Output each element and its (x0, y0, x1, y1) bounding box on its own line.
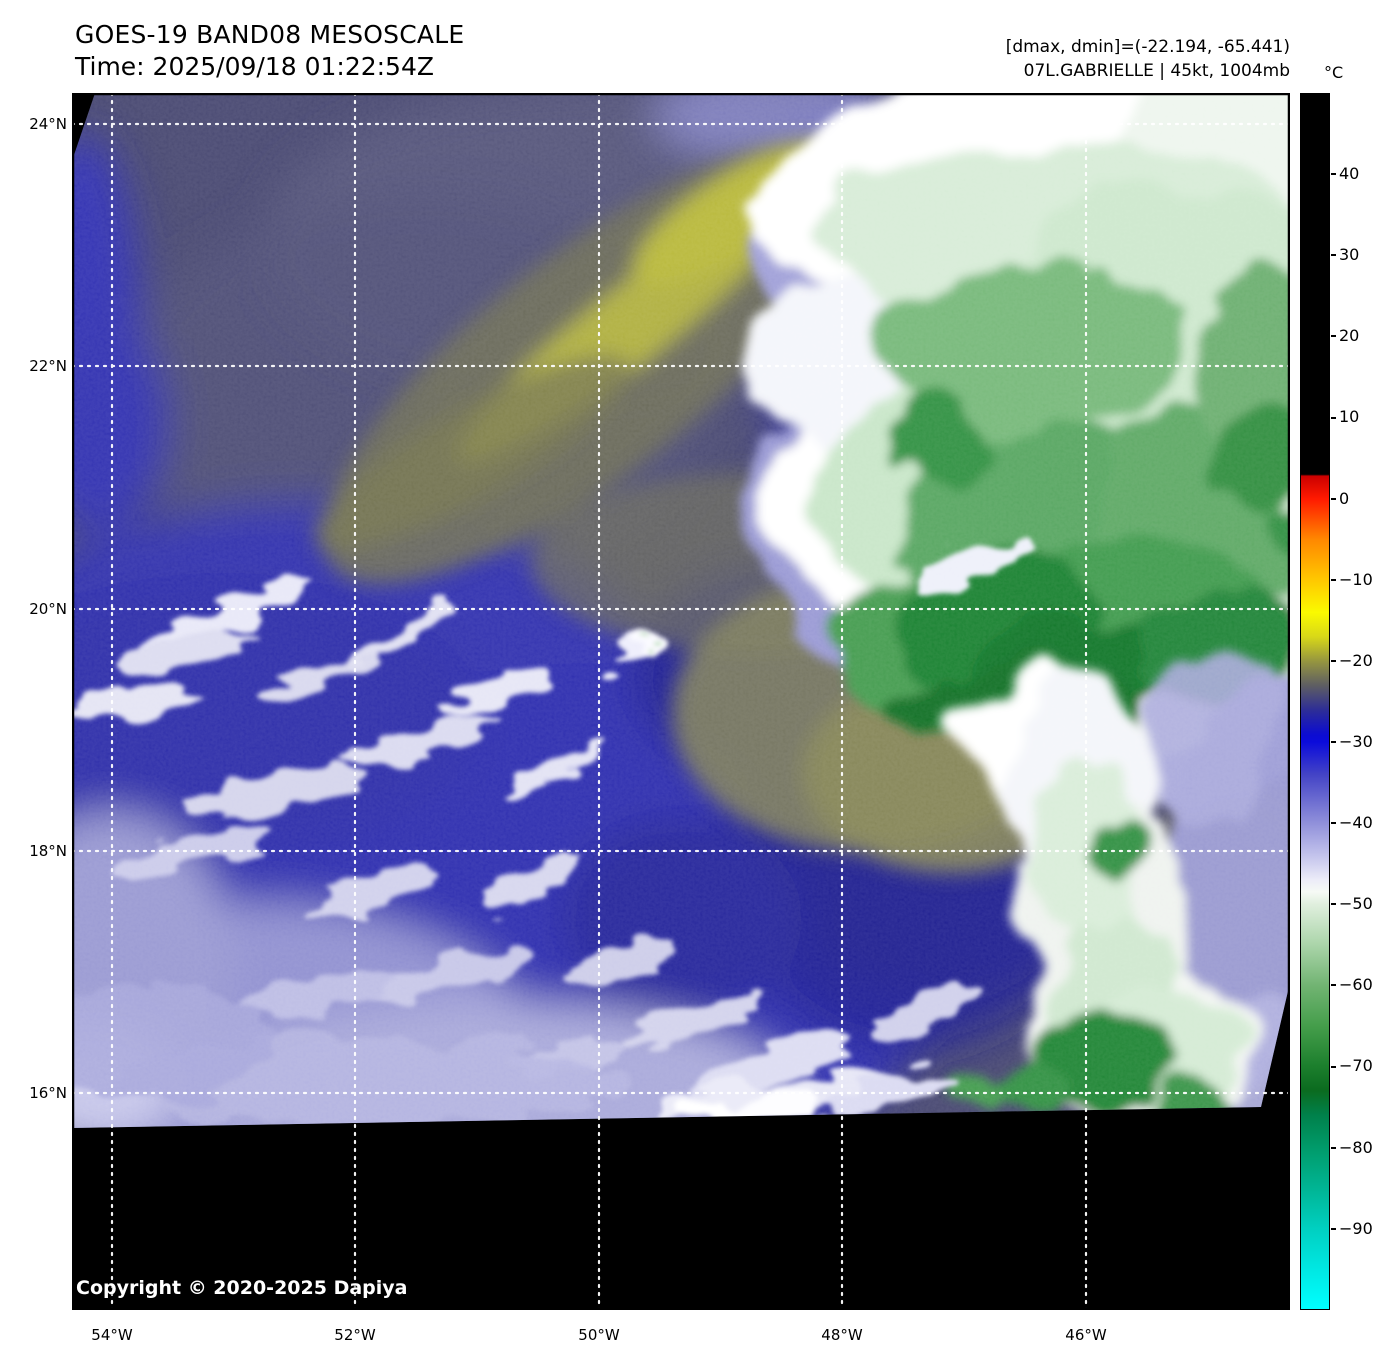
colorbar-tick (1331, 254, 1336, 256)
dmax-dmin-annotation: [dmax, dmin]=(-22.194, -65.441) (1005, 37, 1290, 57)
storm-info-annotation: 07L.GABRIELLE | 45kt, 1004mb (1023, 61, 1290, 81)
lon-tick-label: 48°W (821, 1326, 863, 1344)
lat-tick-label: 20°N (29, 600, 67, 618)
colorbar-tick-label: −20 (1339, 651, 1373, 670)
lon-tick-label: 54°W (91, 1326, 133, 1344)
lat-tick-label: 24°N (29, 115, 67, 133)
lat-tick-label: 16°N (29, 1084, 67, 1102)
noise-texture (72, 93, 1288, 1128)
timestamp-label: Time: 2025/09/18 01:22:54Z (75, 52, 434, 81)
colorbar-tick-label: −70 (1339, 1056, 1373, 1075)
lat-tick-label: 18°N (29, 842, 67, 860)
colorbar-tick (1331, 579, 1336, 581)
colorbar-tick-label: −80 (1339, 1138, 1373, 1157)
colorbar-tick-label: 30 (1339, 245, 1360, 264)
colorbar-tick-label: −60 (1339, 975, 1373, 994)
colorbar-tick (1331, 1147, 1336, 1149)
colorbar-tick (1331, 903, 1336, 905)
colorbar-tick (1331, 1066, 1336, 1068)
colorbar-tick (1331, 417, 1336, 419)
colorbar-tick-label: −10 (1339, 570, 1373, 589)
colorbar-tick (1331, 741, 1336, 743)
colorbar-tick-label: −30 (1339, 732, 1373, 751)
copyright-label: Copyright © 2020-2025 Dapiya (76, 1277, 408, 1299)
lon-tick-label: 46°W (1065, 1326, 1107, 1344)
colorbar (1300, 93, 1330, 1310)
map-panel: Copyright © 2020-2025 Dapiya (72, 93, 1290, 1310)
colorbar-tick (1331, 498, 1336, 500)
colorbar-unit-label: °C (1324, 63, 1344, 82)
colorbar-tick (1331, 1228, 1336, 1230)
colorbar-tick-label: −50 (1339, 894, 1373, 913)
colorbar-tick-label: 0 (1339, 489, 1350, 508)
lat-tick-label: 22°N (29, 357, 67, 375)
lon-tick-label: 52°W (334, 1326, 376, 1344)
colorbar-tick-label: −90 (1339, 1219, 1373, 1238)
graticule-gridlines (72, 93, 1290, 1310)
page-title: GOES-19 BAND08 MESOSCALE (75, 20, 465, 49)
satellite-image (72, 93, 1290, 1310)
colorbar-tick (1331, 660, 1336, 662)
colorbar-tick-label: 20 (1339, 326, 1360, 345)
colorbar-tick-label: −40 (1339, 813, 1373, 832)
lon-tick-label: 50°W (578, 1326, 620, 1344)
colorbar-tick (1331, 984, 1336, 986)
plot-frame (72, 93, 1290, 1310)
colorbar-tick (1331, 822, 1336, 824)
colorbar-tick (1331, 335, 1336, 337)
colorbar-tick-label: 40 (1339, 164, 1360, 183)
colorbar-tick-label: 10 (1339, 407, 1360, 426)
colorbar-tick (1331, 173, 1336, 175)
satellite-data-region (72, 93, 1288, 1128)
